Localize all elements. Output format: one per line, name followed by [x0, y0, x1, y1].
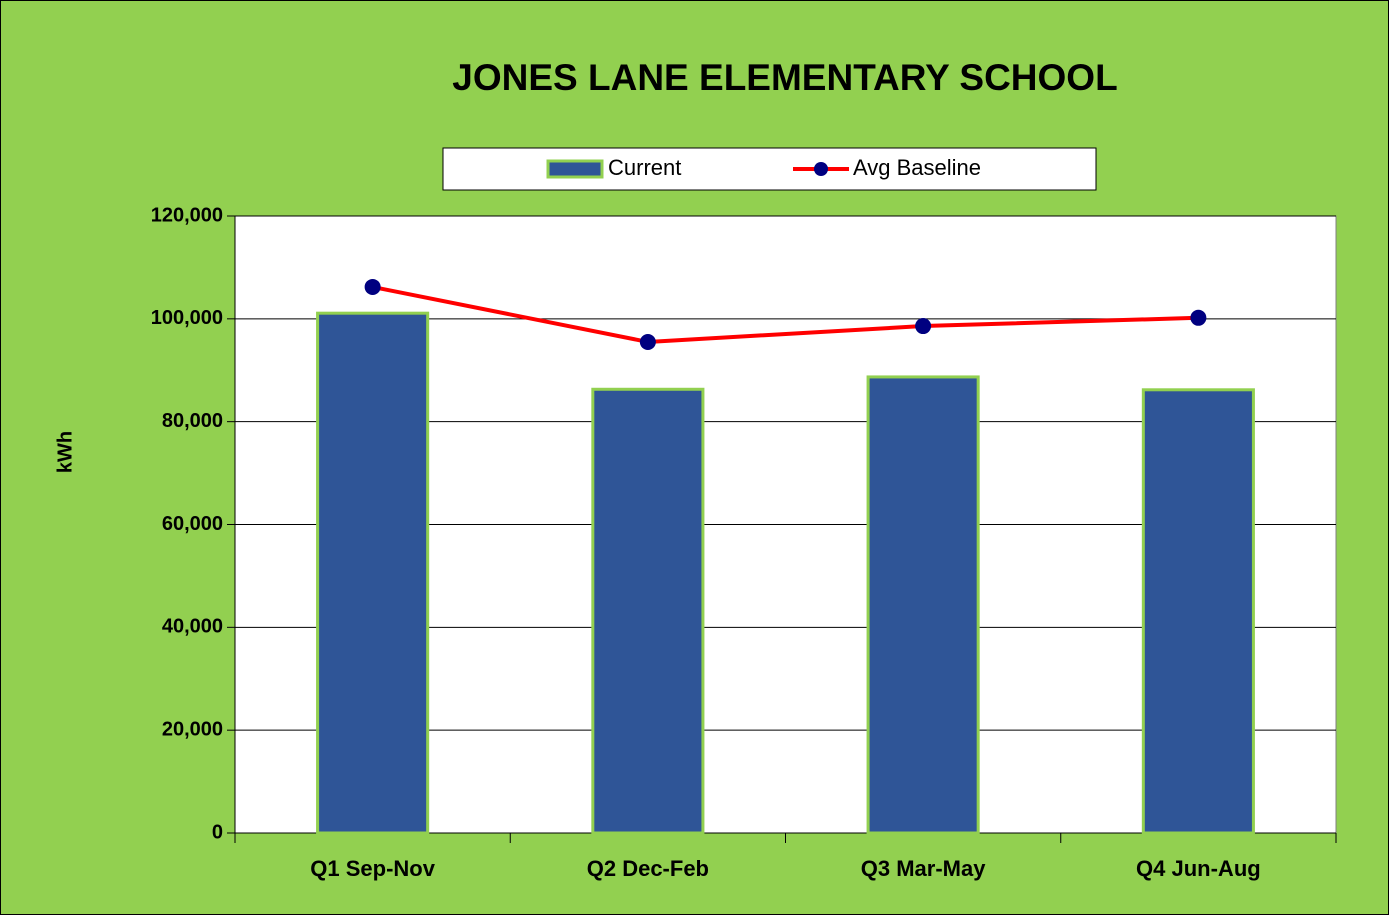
- legend-marker: [814, 162, 828, 176]
- chart-title: JONES LANE ELEMENTARY SCHOOL: [452, 57, 1117, 98]
- line: [372, 284, 1199, 344]
- bar: [866, 375, 980, 835]
- y-tick-label: 60,000: [162, 513, 223, 535]
- y-tick-label: 20,000: [162, 718, 223, 740]
- legend-box: [442, 147, 1097, 191]
- x-tick-label: Q2 Dec-Feb: [587, 856, 709, 881]
- bar: [1141, 388, 1255, 835]
- legend-swatch: [546, 159, 604, 179]
- line-marker: [639, 333, 656, 350]
- line-marker: [915, 318, 932, 335]
- bar: [316, 311, 430, 835]
- y-tick-label: 80,000: [162, 410, 223, 432]
- y-tick-label: 100,000: [151, 307, 223, 329]
- legend-label: Current: [608, 155, 681, 180]
- y-tick-label: 120,000: [151, 204, 223, 226]
- y-tick-label: 0: [212, 821, 223, 843]
- x-tick-label: Q3 Mar-May: [861, 856, 986, 881]
- x-tick-label: Q1 Sep-Nov: [310, 856, 435, 881]
- legend-label: Avg Baseline: [853, 155, 981, 180]
- x-tick-label: Q4 Jun-Aug: [1136, 856, 1261, 881]
- y-axis-label: kWh: [54, 431, 76, 473]
- bar: [591, 387, 705, 835]
- line-marker: [364, 278, 381, 295]
- line-marker: [1190, 309, 1207, 326]
- y-tick-label: 40,000: [162, 616, 223, 638]
